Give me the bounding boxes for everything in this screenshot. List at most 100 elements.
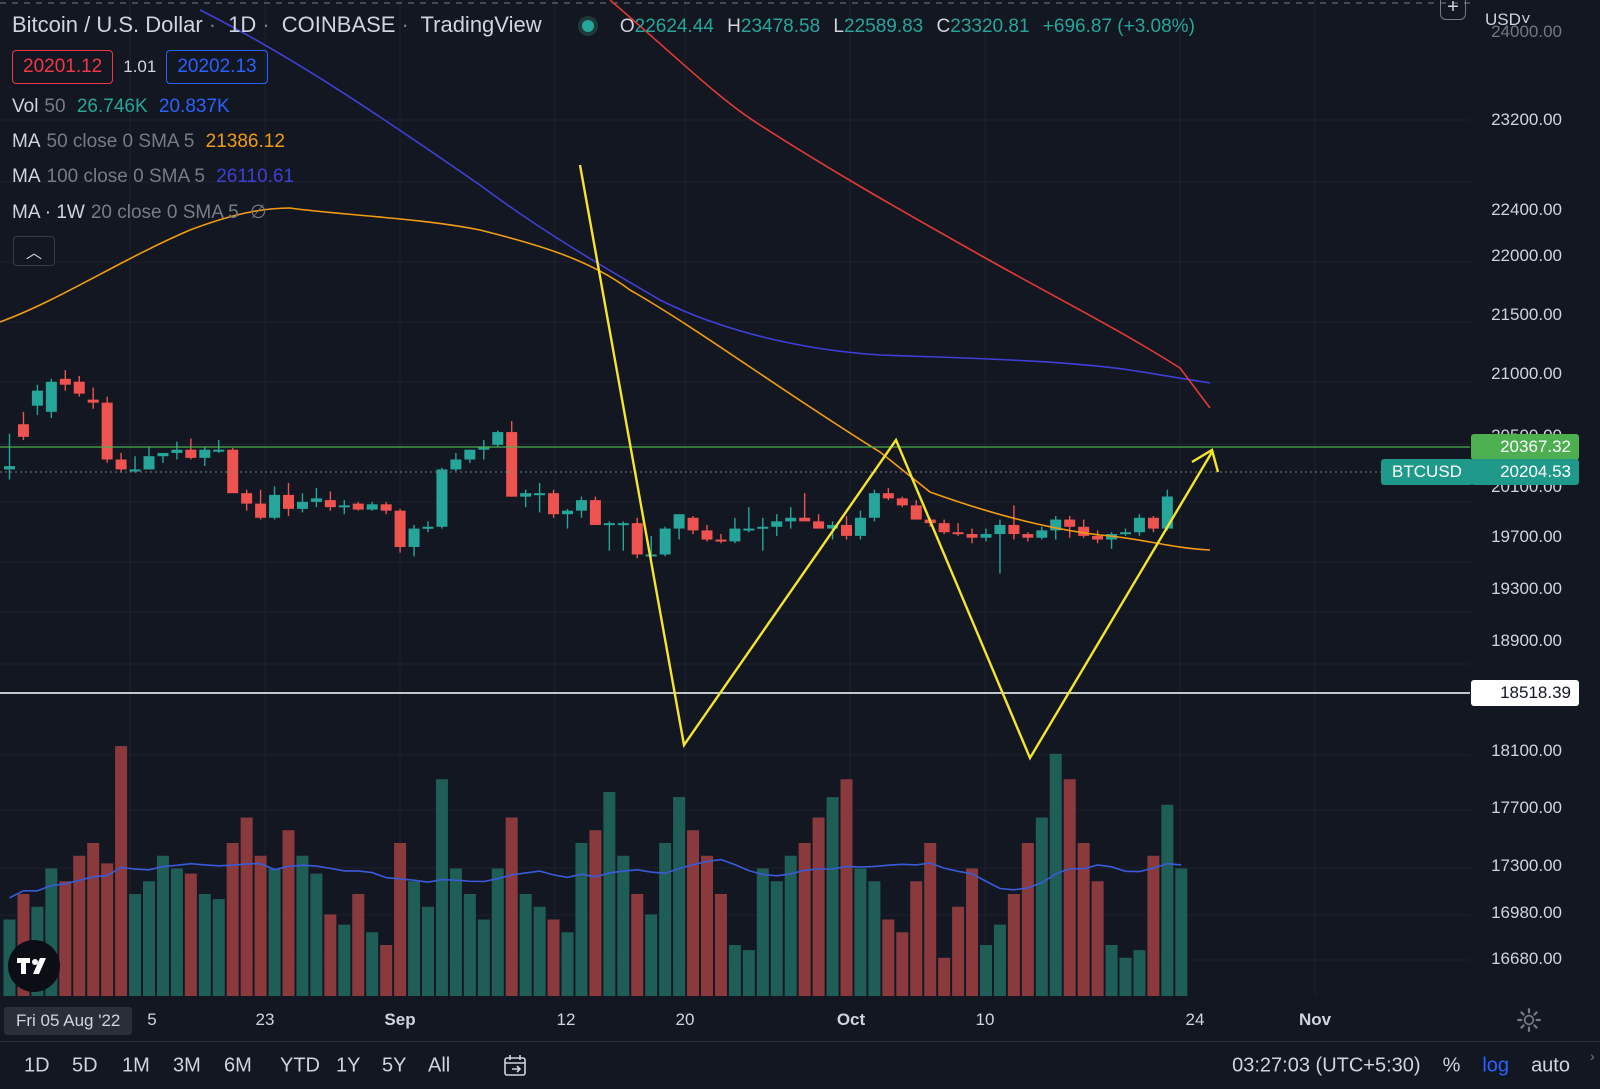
candle-body <box>841 524 852 536</box>
candle-body <box>534 493 546 496</box>
currency-select[interactable]: USD˅ <box>1485 10 1531 29</box>
source-label: TradingView <box>420 12 542 37</box>
volume-bar <box>910 881 923 996</box>
resistance-price-tag: 20367.32 <box>1471 434 1579 460</box>
candle-body <box>296 501 308 509</box>
symbol-name[interactable]: Bitcoin / U.S. Dollar <box>12 12 203 37</box>
timeframe-1d[interactable]: 1D <box>24 1054 50 1077</box>
volume-bar <box>115 746 128 996</box>
open-label: O <box>619 16 635 37</box>
candle-body <box>562 510 573 515</box>
time-axis-label: 20 <box>675 1010 695 1029</box>
percent-toggle[interactable]: % <box>1442 1054 1461 1077</box>
timeframe-3m[interactable]: 3M <box>173 1054 201 1077</box>
price-chart[interactable] <box>0 0 1600 1040</box>
candle-body <box>1050 519 1062 531</box>
candle-body <box>1161 496 1173 529</box>
volume-bar <box>645 914 658 996</box>
volume-legend[interactable]: Vol 50 26.746K 20.837K <box>12 96 236 118</box>
volume-bar <box>408 881 421 996</box>
volume-value: 26.746K <box>76 96 148 117</box>
candle-body <box>771 521 783 527</box>
timeframe-all[interactable]: All <box>428 1054 451 1077</box>
volume-bar <box>226 843 239 996</box>
volume-bar <box>1133 950 1146 996</box>
volume-bar <box>687 830 700 996</box>
interval-label[interactable]: 1D <box>228 12 257 37</box>
candle-body <box>241 493 253 504</box>
market-status-icon[interactable] <box>581 20 594 33</box>
clock-label[interactable]: 03:27:03 (UTC+5:30) <box>1232 1054 1421 1077</box>
timeframe-5d[interactable]: 5D <box>72 1054 98 1077</box>
add-button[interactable]: + <box>1440 0 1466 20</box>
buy-button[interactable]: 20202.13 <box>166 50 268 84</box>
price-axis-label: 16680.00 <box>1491 949 1562 968</box>
candle-body <box>4 466 15 470</box>
candle-body <box>478 446 490 450</box>
volume-bar <box>1105 945 1118 996</box>
log-toggle[interactable]: log <box>1482 1054 1510 1077</box>
timeframe-1m[interactable]: 1M <box>122 1054 150 1077</box>
ma50-legend[interactable]: MA 50 close 0 SMA 5 21386.12 <box>12 131 291 153</box>
volume-bar <box>728 945 741 996</box>
scroll-right-icon[interactable]: › <box>1590 1048 1595 1064</box>
sell-button[interactable]: 20201.12 <box>12 50 114 84</box>
candle-body <box>199 449 211 458</box>
symbol-header[interactable]: Bitcoin / U.S. Dollar · 1D · COINBASE · Tra… <box>12 12 1209 38</box>
time-axis-label: 5 <box>147 1010 157 1029</box>
ma1w-params: 20 close 0 SMA 5 <box>90 202 239 223</box>
date-range-icon[interactable] <box>502 1053 528 1079</box>
volume-bar <box>533 906 546 996</box>
time-axis-label: Oct <box>836 1010 866 1029</box>
timeframe-ytd[interactable]: YTD <box>280 1054 320 1077</box>
volume-bar <box>882 919 895 996</box>
ma1w-legend[interactable]: MA · 1W 20 close 0 SMA 5 ∅ <box>12 201 273 224</box>
volume-bar <box>575 843 588 996</box>
volume-ma-line <box>9 858 1182 899</box>
volume-bar <box>589 830 602 996</box>
auto-toggle[interactable]: auto <box>1531 1054 1570 1077</box>
candle-body <box>813 521 825 529</box>
volume-bar <box>993 924 1006 996</box>
horizontal-levels <box>0 446 1470 694</box>
exchange-label: COINBASE <box>281 12 396 37</box>
candle-body <box>492 432 504 445</box>
candle-body <box>101 402 113 460</box>
price-axis-label: 19700.00 <box>1491 527 1562 546</box>
candle-body <box>589 500 601 525</box>
tradingview-logo-icon <box>17 958 46 974</box>
candle-body <box>185 449 197 458</box>
volume-bar <box>282 830 295 996</box>
volume-bar <box>1119 957 1132 996</box>
volume-bar <box>1091 881 1104 996</box>
ma100-legend[interactable]: MA 100 close 0 SMA 5 26110.61 <box>12 166 300 188</box>
candle-body <box>617 523 629 526</box>
price-axis-label: 21000.00 <box>1491 364 1562 383</box>
tradingview-logo[interactable] <box>8 940 60 992</box>
chart-grid <box>0 0 1470 996</box>
volume-bars <box>3 746 1188 996</box>
candle-body <box>868 493 880 518</box>
candle-body <box>896 498 908 506</box>
timeframe-6m[interactable]: 6M <box>224 1054 252 1077</box>
volume-bar <box>324 914 337 996</box>
pattern-path <box>578 164 1214 761</box>
candle-body <box>310 498 322 502</box>
volume-bar <box>87 843 100 996</box>
candle-body <box>171 449 183 453</box>
gear-icon[interactable] <box>1516 1007 1542 1033</box>
volume-bar <box>198 894 211 996</box>
candle-body <box>729 528 741 542</box>
close-value: 23320.81 <box>950 16 1030 37</box>
timeframe-5y[interactable]: 5Y <box>382 1054 407 1077</box>
volume-bar <box>519 894 532 996</box>
volume-bar <box>170 868 183 996</box>
candle-body <box>59 378 71 385</box>
volume-bar <box>812 817 825 996</box>
change-value: +696.87 (+3.08%) <box>1042 16 1195 37</box>
volume-bar <box>1049 753 1062 996</box>
volume-bar <box>380 945 393 996</box>
timeframe-1y[interactable]: 1Y <box>336 1054 361 1077</box>
symbol-price-label: BTCUSD <box>1381 459 1473 485</box>
collapse-legend-button[interactable]: ︿ <box>13 236 55 266</box>
